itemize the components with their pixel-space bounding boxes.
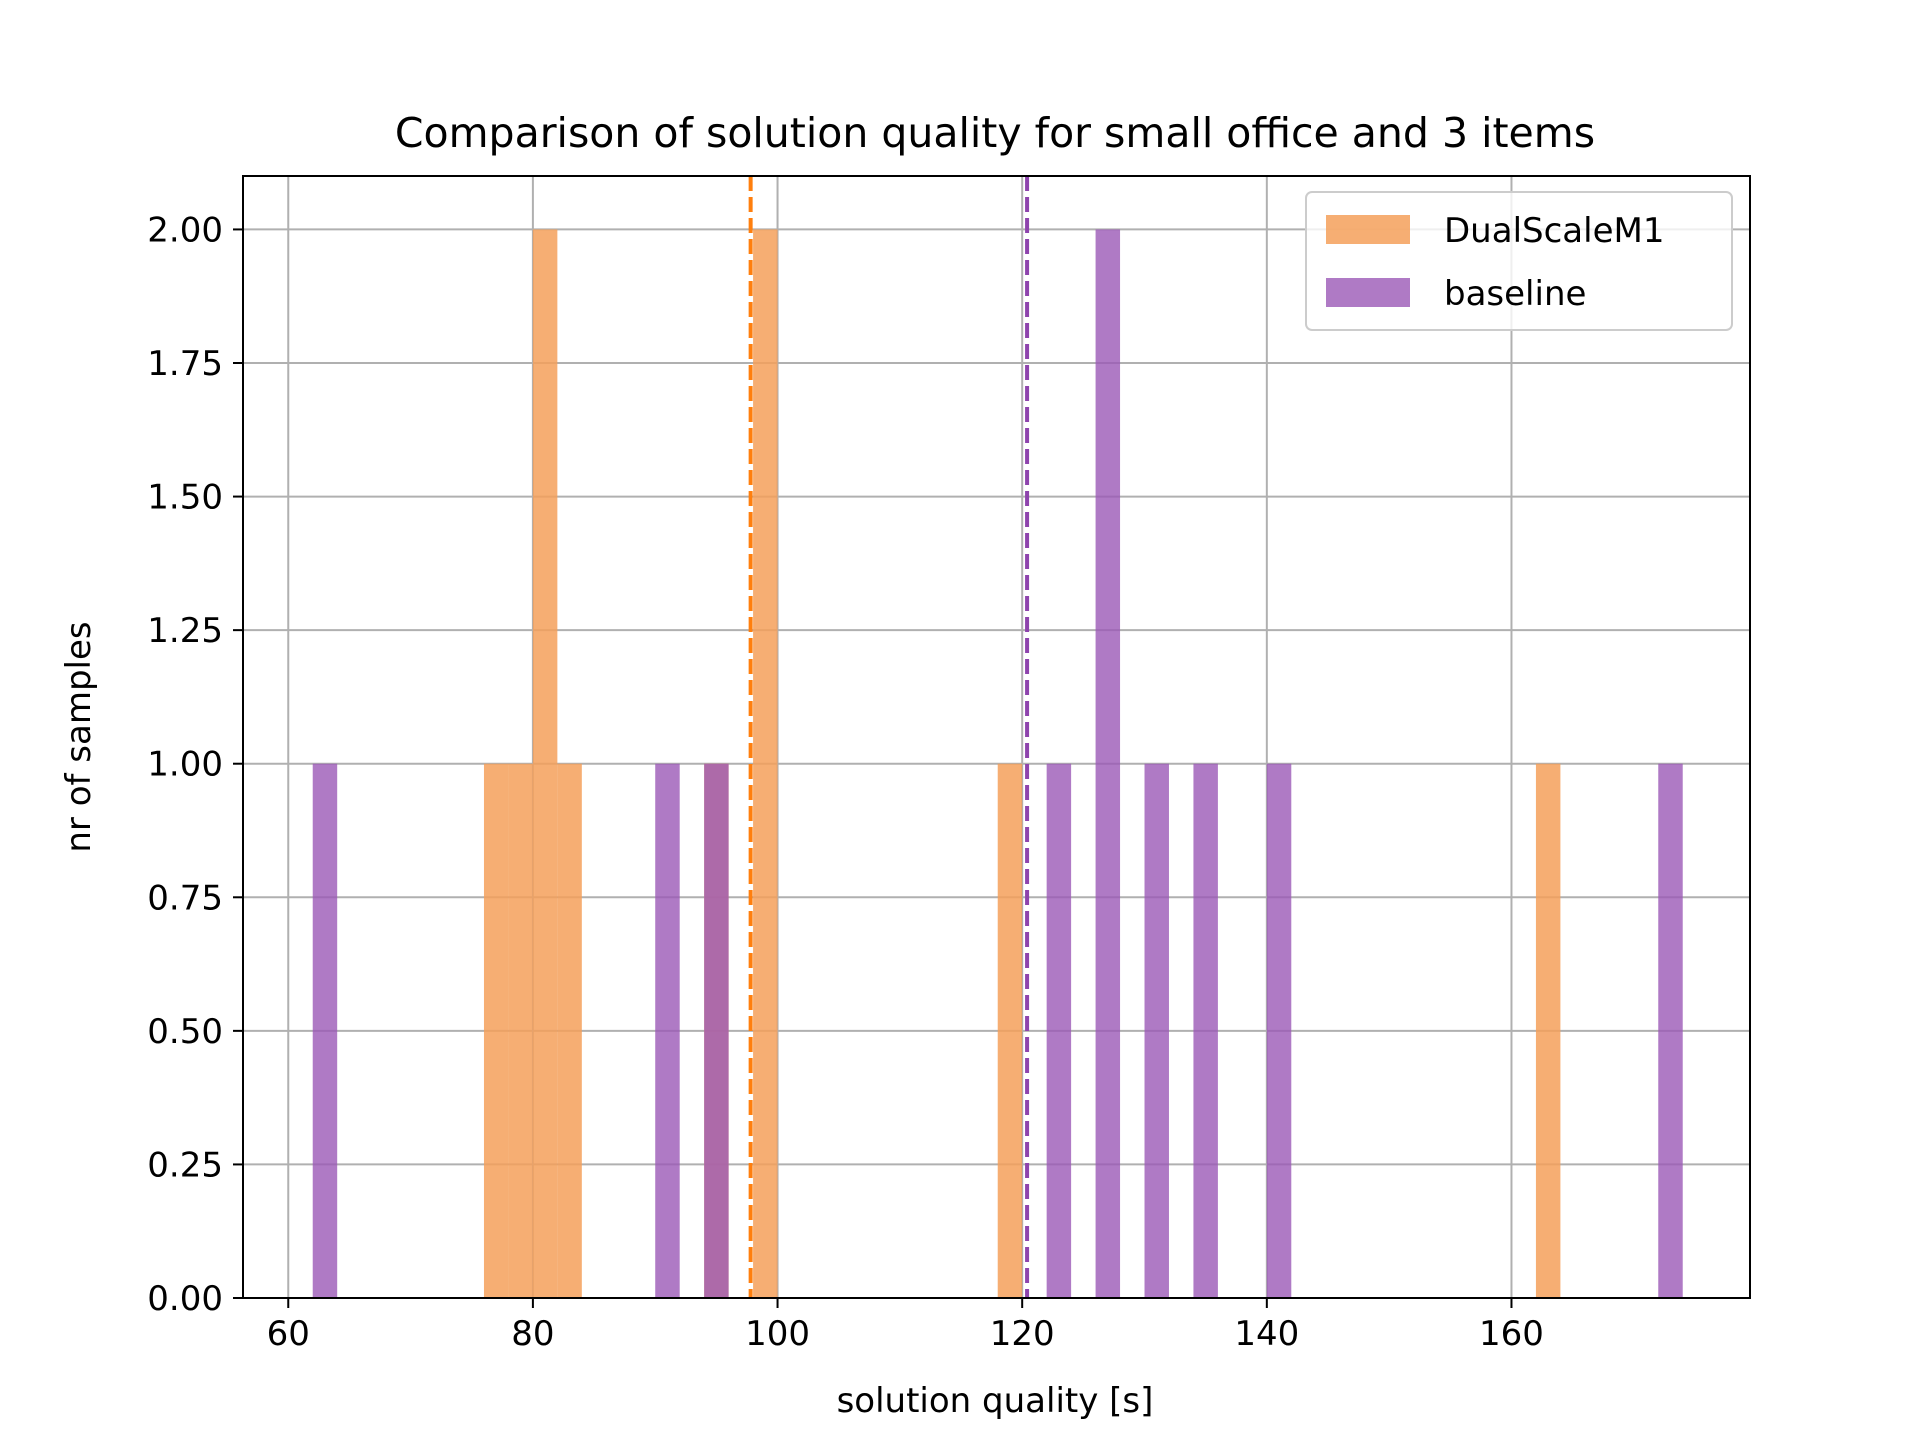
histogram-bar bbox=[483, 763, 509, 1298]
y-tick-label: 0.25 bbox=[147, 1145, 223, 1185]
x-tick-label: 60 bbox=[267, 1314, 310, 1354]
y-tick-label: 1.00 bbox=[147, 745, 223, 785]
chart-title: Comparison of solution quality for small… bbox=[395, 109, 1595, 157]
y-tick-label: 0.50 bbox=[147, 1012, 223, 1052]
histogram-bar bbox=[1144, 763, 1169, 1298]
legend-swatch bbox=[1326, 215, 1410, 244]
axis-ticks: 60 80 100 120 140 160 0.00 0.25 0.50 0.75 1.00 1.25… bbox=[147, 210, 1544, 1354]
histogram-bar bbox=[1266, 763, 1292, 1298]
histogram-bar bbox=[997, 763, 1023, 1298]
x-axis-label: solution quality [s] bbox=[837, 1381, 1154, 1421]
x-tick-label: 160 bbox=[1479, 1314, 1544, 1354]
mean-lines bbox=[748, 176, 1030, 1298]
histogram-bar bbox=[704, 763, 729, 1298]
legend-label: DualScaleM1 bbox=[1444, 211, 1664, 251]
y-tick-label: 0.00 bbox=[147, 1279, 223, 1319]
y-tick-label: 1.75 bbox=[147, 344, 223, 384]
histogram-bar bbox=[532, 229, 558, 1298]
histogram-bar bbox=[1658, 763, 1683, 1298]
legend-swatch bbox=[1326, 278, 1410, 307]
legend-box bbox=[1305, 191, 1733, 331]
histogram-bar bbox=[753, 229, 778, 1298]
histogram-bar bbox=[1535, 763, 1561, 1298]
y-tick-label: 0.75 bbox=[147, 878, 223, 918]
x-tick-label: 140 bbox=[1234, 1314, 1299, 1354]
legend-label: baseline bbox=[1444, 274, 1586, 314]
histogram-bar bbox=[1046, 763, 1072, 1298]
x-tick-label: 100 bbox=[745, 1314, 810, 1354]
y-tick-label: 1.50 bbox=[147, 478, 223, 518]
y-axis-label: nr of samples bbox=[59, 621, 99, 852]
histogram-bar bbox=[557, 763, 582, 1298]
histogram-bar bbox=[655, 763, 680, 1298]
histogram-bar bbox=[1193, 763, 1218, 1298]
histogram-bar bbox=[312, 763, 338, 1298]
legend: DualScaleM1 baseline bbox=[1305, 191, 1733, 331]
x-tick-label: 80 bbox=[511, 1314, 554, 1354]
histogram-bar bbox=[1095, 229, 1121, 1298]
y-tick-label: 1.25 bbox=[147, 611, 223, 651]
y-tick-label: 2.00 bbox=[147, 210, 223, 250]
x-tick-label: 120 bbox=[990, 1314, 1055, 1354]
plot-frame bbox=[242, 175, 1751, 1299]
histogram-bar bbox=[508, 763, 533, 1298]
bars bbox=[312, 229, 1683, 1298]
